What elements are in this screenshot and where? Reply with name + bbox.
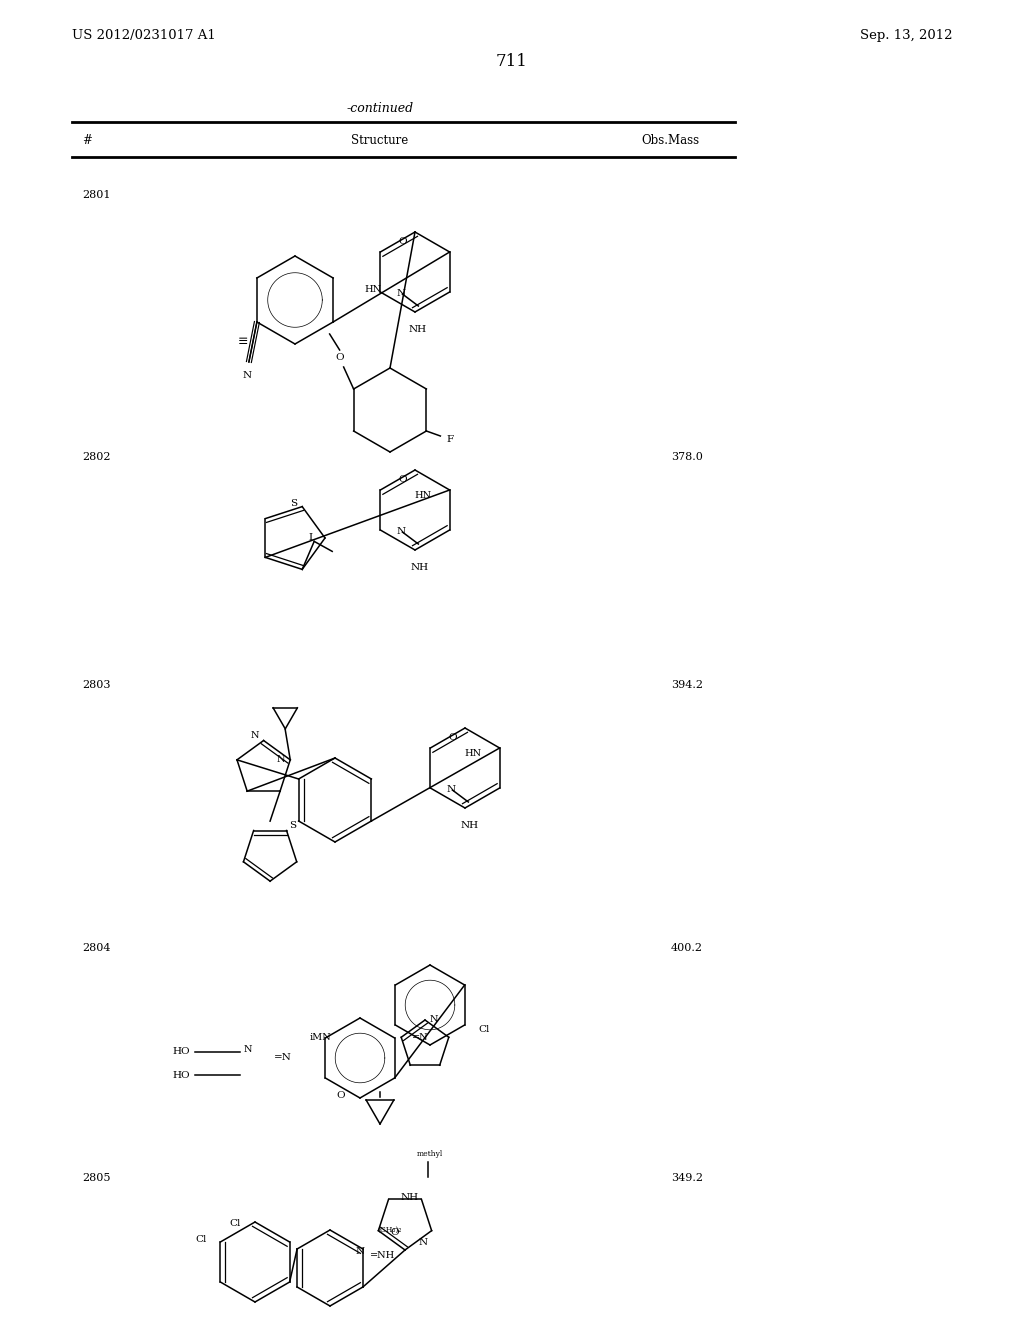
Text: N: N <box>396 528 406 536</box>
Text: HN: HN <box>465 748 481 758</box>
Text: N: N <box>355 1247 365 1257</box>
Text: S: S <box>290 499 297 508</box>
Text: =N: =N <box>274 1053 292 1063</box>
Text: NH: NH <box>400 1193 419 1201</box>
Text: N: N <box>430 1015 438 1024</box>
Text: Cl: Cl <box>229 1220 241 1229</box>
Text: 2804: 2804 <box>82 942 111 953</box>
Text: methyl: methyl <box>417 1150 442 1158</box>
Text: iMN: iMN <box>309 1032 331 1041</box>
Text: N: N <box>276 755 286 764</box>
Text: HO: HO <box>172 1048 190 1056</box>
Text: O: O <box>449 734 457 742</box>
Text: =NH: =NH <box>370 1250 395 1259</box>
Text: 349.2: 349.2 <box>671 1173 703 1183</box>
Text: NH: NH <box>411 564 429 573</box>
Text: ≡: ≡ <box>238 335 248 348</box>
Text: NH: NH <box>409 326 427 334</box>
Text: 400.2: 400.2 <box>671 942 703 953</box>
Text: 394.2: 394.2 <box>671 680 703 690</box>
Text: N: N <box>446 785 456 795</box>
Text: HO: HO <box>172 1071 190 1080</box>
Text: 2802: 2802 <box>82 451 111 462</box>
Text: O: O <box>335 352 344 362</box>
Text: O: O <box>336 1090 345 1100</box>
Text: 711: 711 <box>496 54 528 70</box>
Text: N: N <box>396 289 406 298</box>
Text: I: I <box>309 533 313 543</box>
Text: (CH₃)₂: (CH₃)₂ <box>378 1226 402 1234</box>
Text: O: O <box>398 238 407 247</box>
Text: Cl: Cl <box>195 1236 207 1245</box>
Text: Cl: Cl <box>478 1024 490 1034</box>
Text: -continued: -continued <box>346 102 414 115</box>
Text: HN: HN <box>415 491 432 499</box>
Text: N: N <box>419 1238 428 1247</box>
Text: Structure: Structure <box>351 133 409 147</box>
Text: #: # <box>82 133 92 147</box>
Text: 2803: 2803 <box>82 680 111 690</box>
Text: F: F <box>446 434 454 444</box>
Text: Obs.Mass: Obs.Mass <box>642 133 700 147</box>
Text: N: N <box>243 371 252 380</box>
Text: 2805: 2805 <box>82 1173 111 1183</box>
Text: N: N <box>250 731 259 741</box>
Text: O: O <box>390 1228 399 1237</box>
Text: O: O <box>398 475 407 484</box>
Text: 378.0: 378.0 <box>671 451 703 462</box>
Text: 2801: 2801 <box>82 190 111 201</box>
Text: NH: NH <box>461 821 479 830</box>
Text: Sep. 13, 2012: Sep. 13, 2012 <box>859 29 952 41</box>
Text: S: S <box>290 821 297 830</box>
Text: US 2012/0231017 A1: US 2012/0231017 A1 <box>72 29 216 41</box>
Text: N: N <box>244 1045 252 1055</box>
Text: HN: HN <box>365 285 381 293</box>
Text: =N: =N <box>412 1034 428 1043</box>
